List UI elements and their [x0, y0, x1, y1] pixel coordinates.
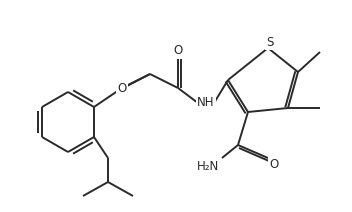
Text: H₂N: H₂N	[197, 159, 219, 173]
Text: NH: NH	[197, 96, 215, 110]
Text: S: S	[266, 35, 274, 49]
Text: O: O	[269, 158, 279, 170]
Text: O: O	[117, 81, 127, 95]
Text: O: O	[174, 45, 183, 57]
